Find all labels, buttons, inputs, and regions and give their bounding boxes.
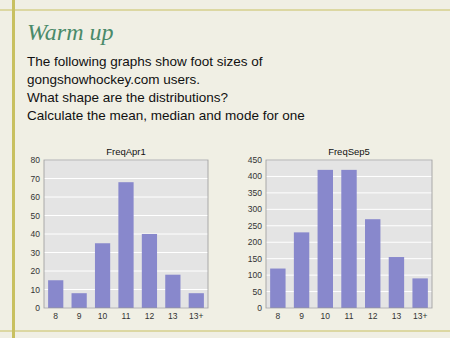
bar [95, 243, 110, 308]
chart: 0 10 20 30 40 50 60 70 80 8 9 10 11 12 13 13+ FreqApr1 [31, 146, 208, 321]
bar [294, 232, 309, 308]
y-tick-label: 250 [248, 221, 262, 231]
y-tick-label: 20 [31, 266, 41, 276]
bar [389, 257, 404, 308]
x-tick-label: 13 [168, 311, 178, 321]
x-tick-label: 8 [275, 311, 280, 321]
y-tick-label: 30 [31, 248, 41, 258]
body-text: Calculate the mean, median and mode for … [27, 108, 305, 123]
chart-title: FreqSep5 [328, 146, 370, 157]
bar [412, 278, 427, 308]
y-tick-label: 50 [31, 211, 41, 221]
bars [48, 182, 204, 308]
y-tick-label: 80 [31, 155, 41, 165]
y-tick-label: 150 [248, 254, 262, 264]
plot-background [44, 160, 208, 308]
x-tick-label: 13+ [189, 311, 203, 321]
x-tick-label: 13 [392, 311, 402, 321]
bar [142, 234, 157, 308]
chart-title: FreqApr1 [106, 146, 146, 157]
bar [365, 219, 380, 308]
body-text: What shape are the distributions? [27, 90, 228, 105]
y-tick-label: 0 [35, 303, 40, 313]
y-tick-label: 70 [31, 174, 41, 184]
x-tick-label: 12 [145, 311, 155, 321]
bar [72, 293, 87, 308]
y-tick-label: 50 [253, 287, 263, 297]
bar [270, 269, 285, 308]
bar [318, 170, 333, 308]
x-tick-label: 12 [368, 311, 378, 321]
bar [165, 275, 180, 308]
plot-frame [266, 160, 432, 308]
bar [189, 293, 204, 308]
plot-frame [44, 160, 208, 308]
y-tick-label: 200 [248, 237, 262, 247]
left-border [12, 0, 15, 338]
plot-background [266, 160, 432, 308]
x-tick-label: 9 [299, 311, 304, 321]
x-tick-label: 10 [321, 311, 331, 321]
x-tick-label: 11 [122, 311, 131, 321]
y-tick-label: 300 [248, 204, 262, 214]
y-tick-label: 100 [248, 270, 262, 280]
bars [270, 170, 428, 308]
y-tick-label: 0 [257, 303, 262, 313]
top-border [0, 10, 450, 11]
y-tick-label: 60 [31, 192, 41, 202]
y-tick-label: 450 [248, 155, 262, 165]
y-tick-label: 350 [248, 188, 262, 198]
chart: 0 50 100 150 200 250 300 350 400 450 8 9 10 11 12 13 13+… [248, 146, 432, 321]
page-title: Warm up [27, 19, 113, 45]
x-tick-label: 13+ [413, 311, 427, 321]
x-tick-label: 10 [98, 311, 108, 321]
x-tick-label: 11 [345, 311, 354, 321]
x-tick-label: 9 [77, 311, 82, 321]
y-tick-label: 400 [248, 171, 262, 181]
bar [118, 182, 133, 308]
bar [48, 280, 63, 308]
y-tick-label: 40 [31, 229, 41, 239]
body-text: gongshowhockey.com users. [27, 72, 200, 87]
y-tick-label: 10 [31, 285, 41, 295]
grid-line [44, 178, 208, 179]
bottom-border [0, 331, 450, 332]
bar [341, 170, 356, 308]
body-text: The following graphs show foot sizes of [27, 54, 263, 69]
x-tick-label: 8 [53, 311, 58, 321]
